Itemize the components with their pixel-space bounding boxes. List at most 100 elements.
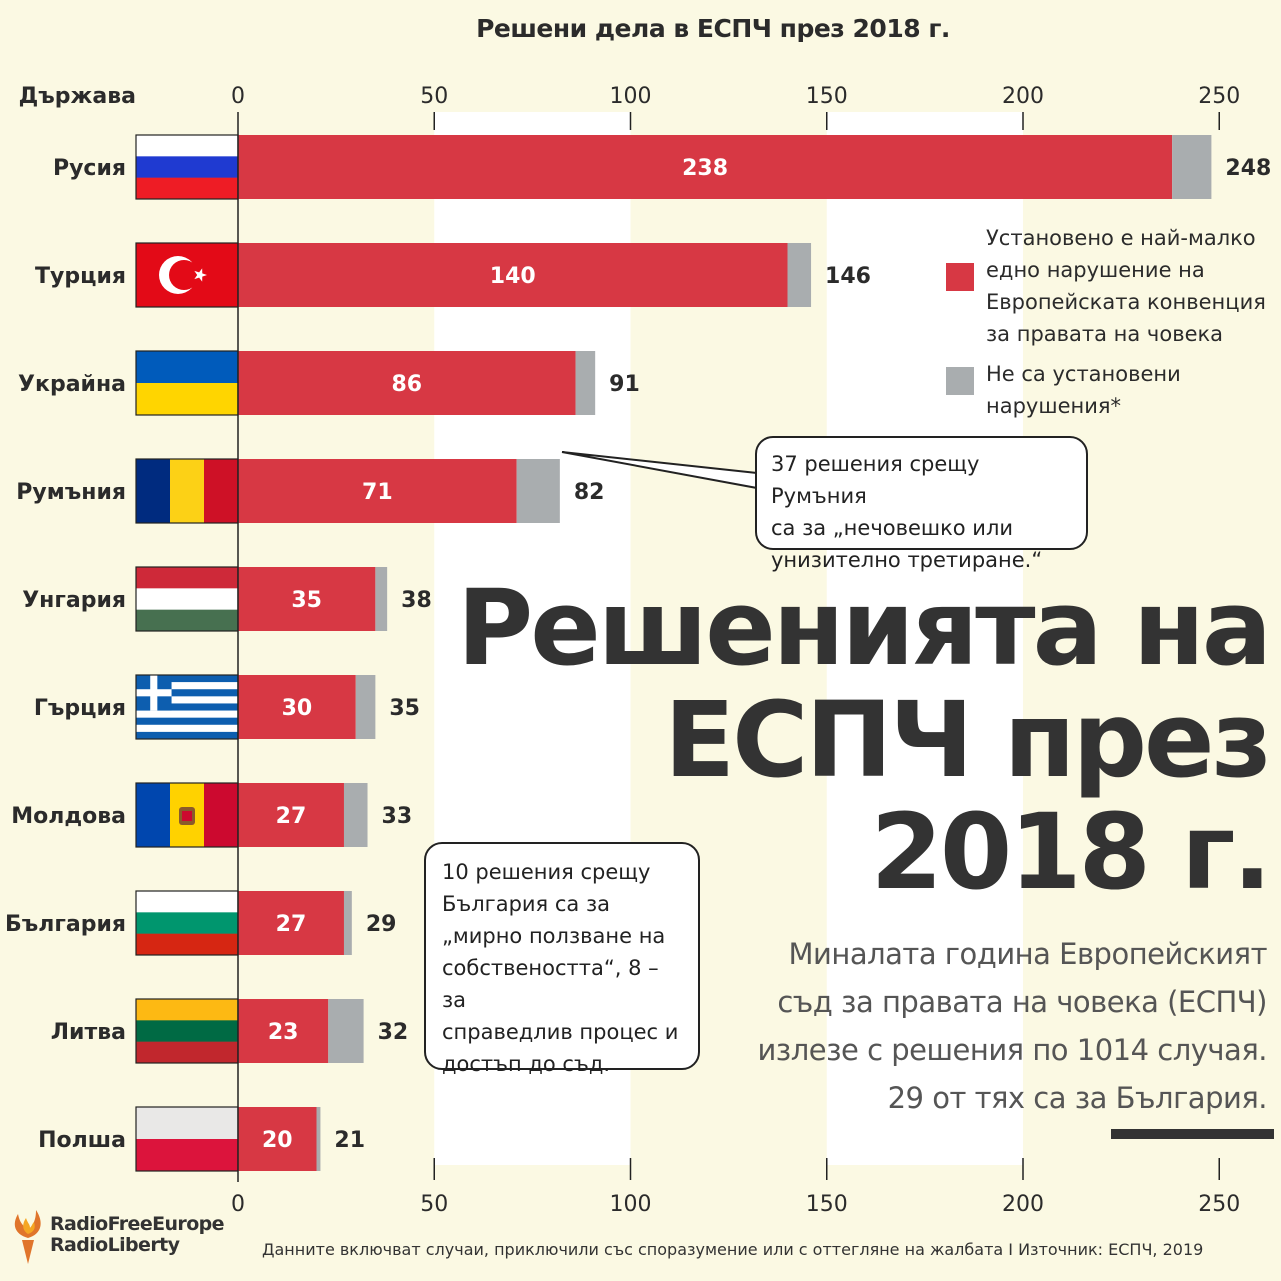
footnote: Данните включват случаи, приключили със … (262, 1240, 1204, 1259)
bar-row: България 27 29 (5, 890, 397, 956)
chart-title: Решени дела в ЕСПЧ през 2018 г. (476, 14, 950, 43)
subtitle: Миналата година Европейският съд за прав… (707, 930, 1267, 1122)
tick-label-bottom: 200 (1002, 1192, 1044, 1217)
category-label: България (5, 912, 126, 937)
bulgaria-callout: 10 решения срещу България са за „мирно п… (424, 842, 700, 1076)
bar-no-violation (1172, 135, 1212, 199)
bulgaria-flag (135, 890, 239, 956)
torch-icon (14, 1210, 41, 1264)
data-label-total: 21 (334, 1128, 365, 1153)
legend-item-no-violation: Не са установени нарушения* (946, 358, 1276, 422)
data-label-total: 82 (574, 480, 605, 505)
greece-flag (135, 674, 239, 740)
tick-label-bottom: 0 (231, 1192, 245, 1217)
bar-row: Литва 23 32 (51, 998, 409, 1064)
category-label: Литва (51, 1020, 126, 1045)
bar-row: Гърция 30 35 (34, 674, 420, 740)
logo-text: RadioFreeEurope RadioLiberty (50, 1213, 225, 1256)
bar-row: Молдова 27 33 (11, 782, 413, 848)
legend-label-violation: Установено е най-малко едно нарушение на… (986, 226, 1266, 346)
bar-violation (238, 243, 788, 307)
x-axis: 0 0 50 50 100 100 150 150 200 200 250 250 (231, 84, 1240, 1217)
subtitle-line: 29 от тях са за България. (887, 1081, 1268, 1115)
legend-swatch-violation (946, 263, 974, 291)
category-label: Молдова (11, 804, 126, 829)
legend-label-no-violation: Не са установени нарушения* (986, 362, 1181, 418)
data-label-violation: 30 (282, 696, 313, 721)
subtitle-line: съд за правата на човека (ЕСПЧ) (777, 985, 1267, 1019)
bar-violation (238, 783, 344, 847)
bar-no-violation (516, 459, 560, 523)
data-label-violation: 86 (391, 372, 422, 397)
data-label-total: 146 (825, 264, 871, 289)
bar-row: Украйна 86 91 (18, 350, 640, 416)
data-label-violation: 35 (291, 588, 322, 613)
bar-no-violation (355, 675, 376, 739)
category-label: Турция (35, 264, 126, 289)
bar-no-violation (343, 783, 368, 847)
tick-label-bottom: 150 (806, 1192, 848, 1217)
lithuania-flag (135, 998, 239, 1064)
tick-label-top: 200 (1002, 84, 1044, 109)
legend-item-violation: Установено е най-малко едно нарушение на… (946, 222, 1276, 350)
data-label-total: 32 (378, 1020, 409, 1045)
logo-line: RadioFreeEurope (50, 1213, 225, 1235)
bar-no-violation (328, 999, 364, 1063)
data-label-violation: 27 (276, 804, 307, 829)
bar-violation (238, 135, 1173, 199)
bar-violation (238, 999, 329, 1063)
data-label-violation: 23 (268, 1020, 299, 1045)
romania-callout: 37 решения срещу Румъния са за „нечовешк… (755, 436, 1088, 572)
bar-no-violation (787, 243, 812, 307)
tick-label-bottom: 100 (610, 1192, 652, 1217)
bar-row: Румъния 71 82 (16, 458, 605, 524)
data-label-total: 33 (382, 804, 413, 829)
data-label-violation: 71 (362, 480, 393, 505)
tick-label-top: 150 (806, 84, 848, 109)
subtitle-line: излезе с решения по 1014 случая. (757, 1033, 1267, 1067)
category-label: Украйна (18, 372, 126, 397)
bar-violation (238, 891, 344, 955)
hungary-flag (135, 566, 239, 632)
bar-no-violation (375, 567, 388, 631)
logo-line: RadioLiberty (50, 1234, 180, 1256)
russia-flag (135, 134, 239, 200)
category-label: Унгария (22, 588, 126, 613)
tick-label-bottom: 50 (420, 1192, 448, 1217)
romania-flag (135, 458, 239, 524)
category-label: Полша (38, 1128, 126, 1153)
romania-callout-line: са за „нечовешко или (771, 516, 1014, 540)
bar-row: Унгария 35 38 (22, 566, 432, 632)
legend-swatch-no-violation (946, 367, 974, 395)
data-label-total: 91 (609, 372, 640, 397)
bar-row: Полша 20 21 (38, 1106, 365, 1172)
ukraine-flag (135, 350, 239, 416)
bar-violation (238, 675, 356, 739)
category-label: Гърция (34, 696, 126, 721)
rferl-logo: RadioFreeEurope RadioLiberty (8, 1200, 238, 1270)
data-label-violation: 20 (262, 1128, 293, 1153)
bulgaria-callout-line: справедлив процес и (442, 1020, 679, 1044)
data-label-violation: 238 (682, 156, 728, 181)
data-label-total: 29 (366, 912, 397, 937)
bar-row: Русия 238 248 (53, 134, 1271, 200)
romania-callout-line: 37 решения срещу Румъния (771, 452, 980, 508)
bulgaria-callout-line: „мирно ползване на (442, 924, 666, 948)
bar-no-violation (575, 351, 596, 415)
data-label-total: 35 (389, 696, 420, 721)
tick-label-bottom: 250 (1198, 1192, 1240, 1217)
bulgaria-callout-line: собствеността“, 8 – за (442, 956, 659, 1012)
tick-label-top: 0 (231, 84, 245, 109)
bar-no-violation (343, 891, 352, 955)
bar-row: Турция 140 146 (35, 242, 871, 308)
headline-line: Решенията на (457, 567, 1272, 689)
data-label-violation: 140 (490, 264, 536, 289)
romania-callout-line: унизително третиране.“ (771, 548, 1043, 572)
headline-line: 2018 г. (870, 791, 1272, 913)
data-label-total: 248 (1225, 156, 1271, 181)
grid-band (826, 112, 1023, 1165)
headline: Решенията на ЕСПЧ през 2018 г. (457, 567, 1272, 913)
category-axis-label: Държава (19, 84, 136, 109)
category-label: Русия (53, 156, 126, 181)
bar-violation (238, 1107, 317, 1171)
